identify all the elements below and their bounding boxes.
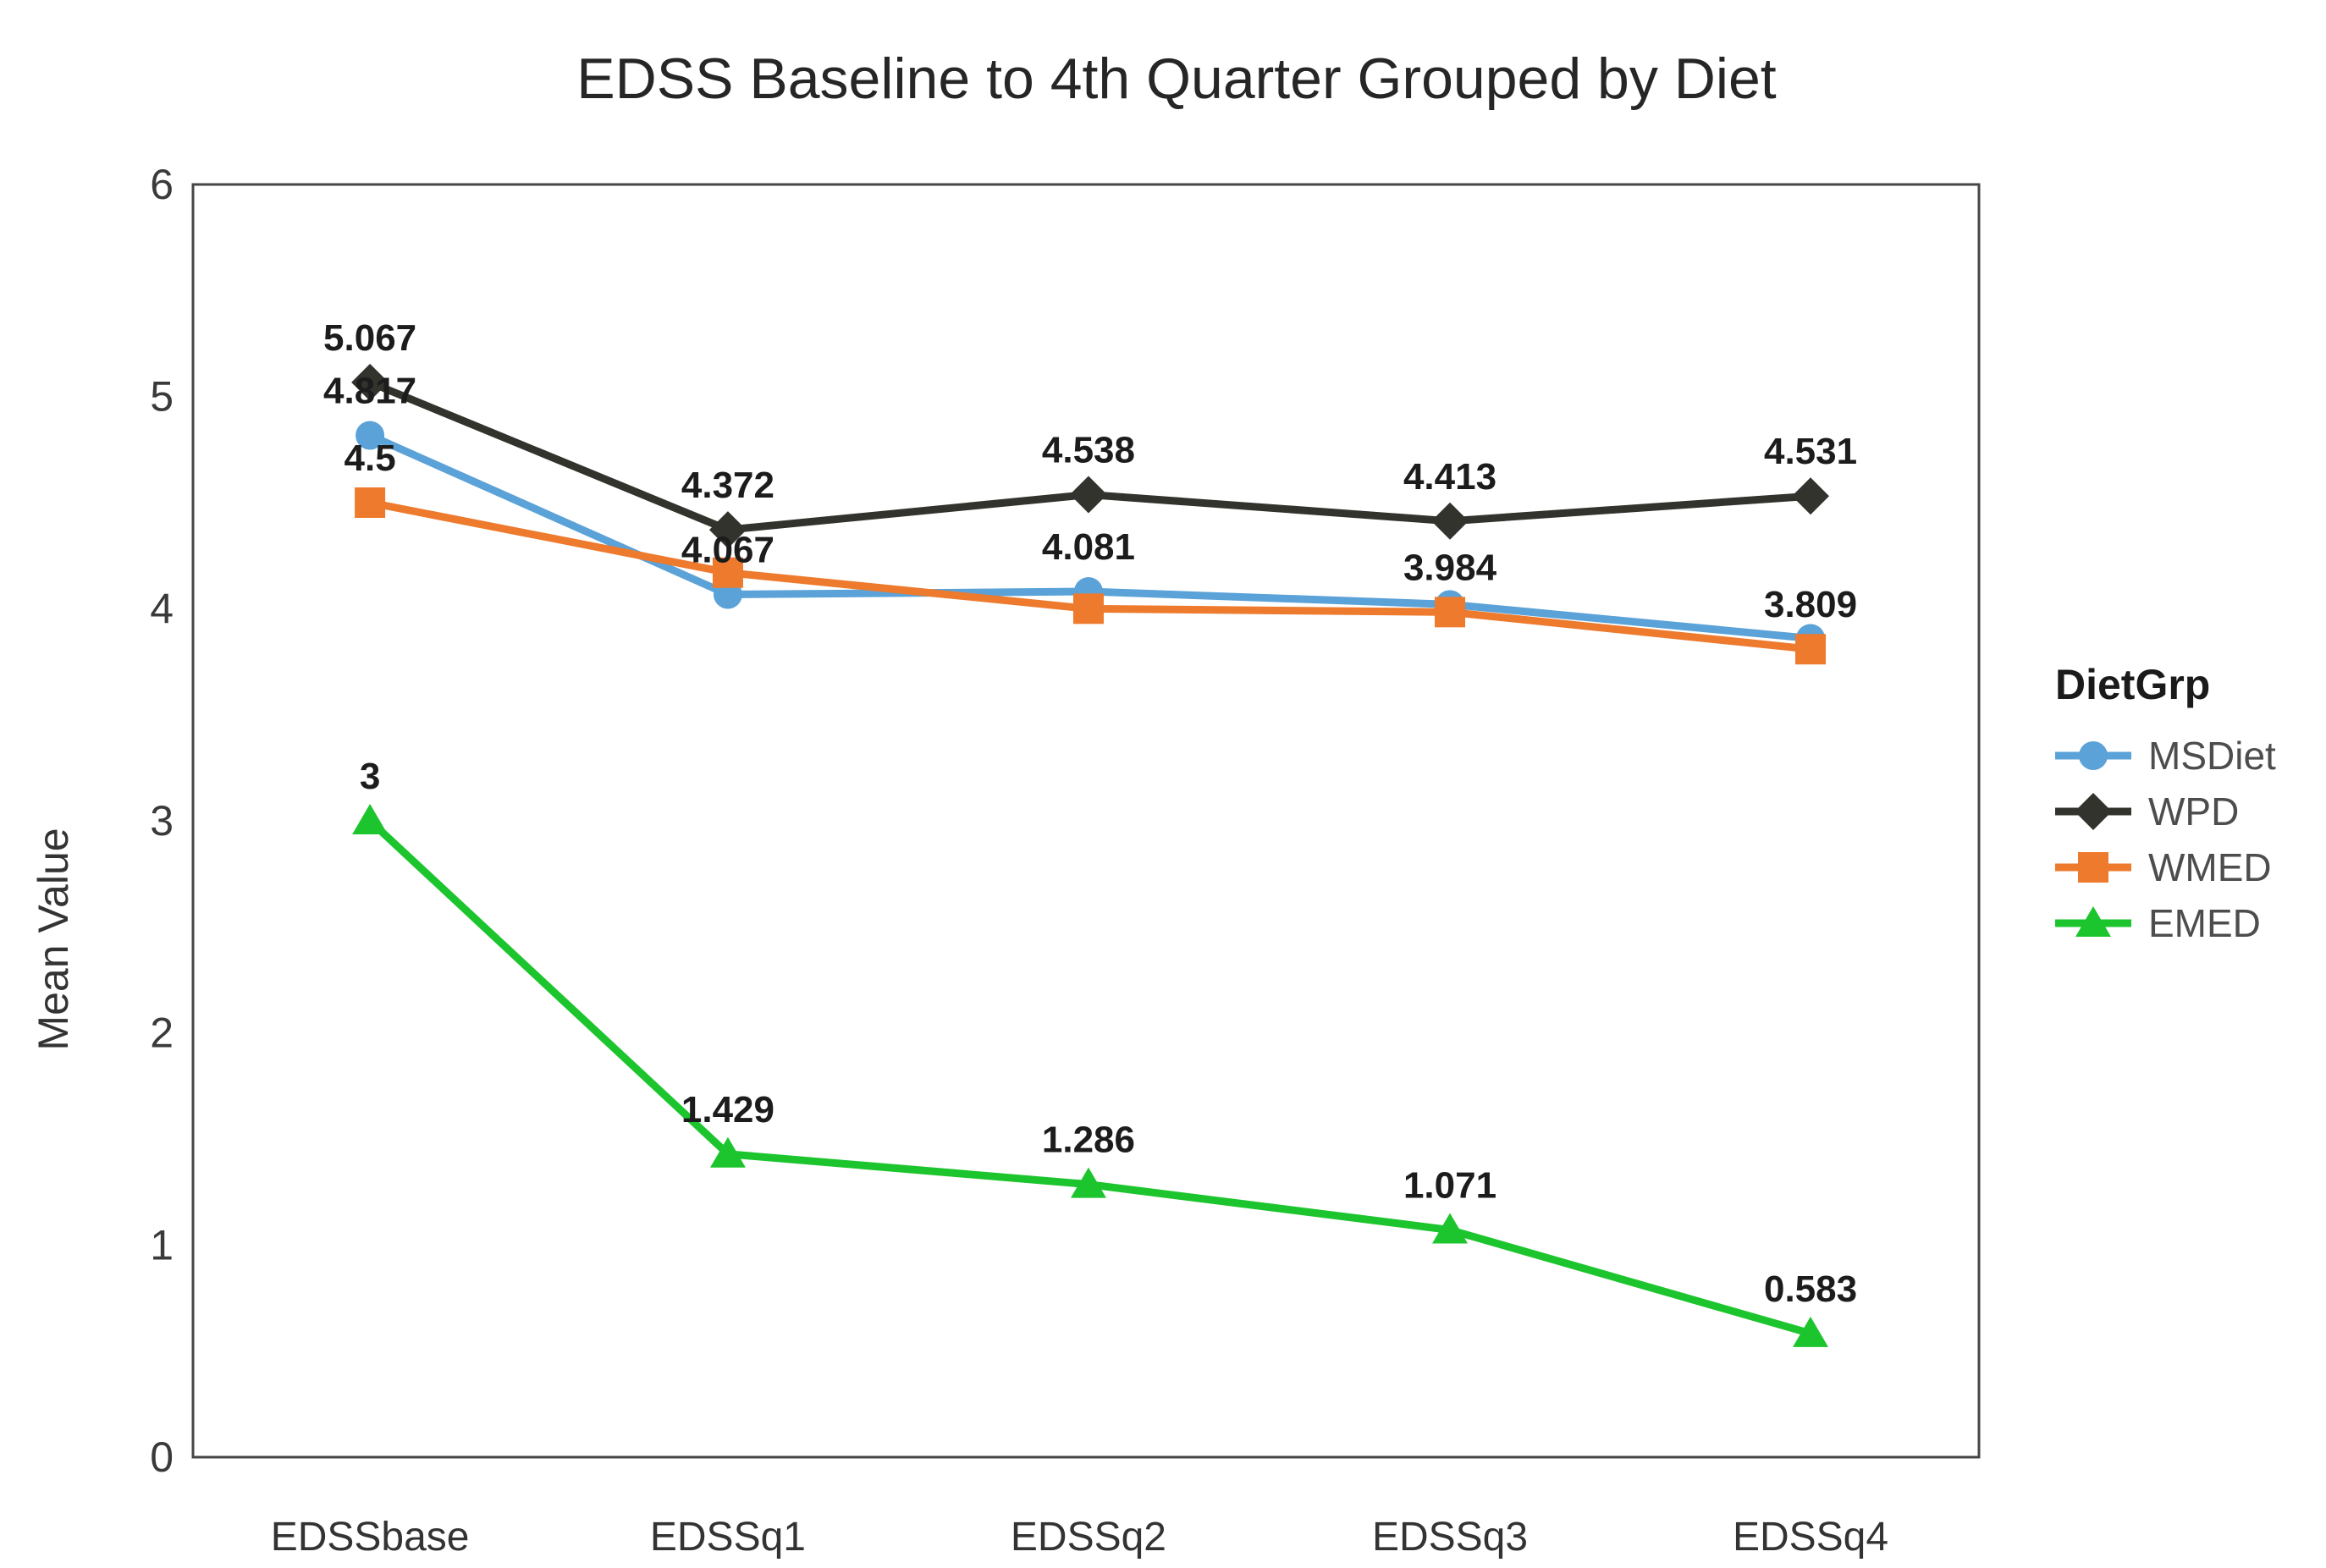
series-marker-emed — [709, 1136, 746, 1168]
y-tick-label: 1 — [150, 1221, 174, 1268]
data-label: 1.429 — [681, 1089, 774, 1131]
legend-diamond-icon — [2075, 793, 2112, 830]
data-label: 5.067 — [323, 317, 416, 359]
legend-item-label: WPD — [2148, 790, 2239, 834]
y-tick-label: 4 — [150, 585, 174, 632]
data-label: 0.583 — [1764, 1268, 1857, 1310]
data-label: 4.081 — [1042, 526, 1135, 568]
plot-frame — [191, 183, 1981, 1459]
legend-item-wmed: WMED — [2055, 845, 2272, 889]
data-label: 3.984 — [1403, 547, 1497, 588]
legend-title: DietGrp — [2055, 661, 2210, 708]
data-label: 4.531 — [1764, 431, 1857, 472]
legend: DietGrp MSDiet WPD WMED EMED — [2055, 661, 2276, 945]
series-marker-wmed — [1795, 634, 1827, 665]
legend-item-label: EMED — [2148, 901, 2261, 945]
series-marker-wmed — [1435, 597, 1466, 628]
y-tick-label: 6 — [150, 161, 174, 208]
series-marker-msdiet — [356, 421, 385, 450]
legend-circle-icon — [2079, 741, 2108, 770]
y-tick-label: 3 — [150, 797, 174, 845]
series-marker-wpd — [708, 511, 747, 549]
series-marker-wpd — [1431, 502, 1469, 540]
y-tick-label: 5 — [150, 373, 174, 421]
x-tick-label: EDSSq4 — [1733, 1515, 1888, 1560]
y-axis-title: Mean Value — [30, 828, 77, 1050]
data-label: 3 — [360, 756, 380, 797]
plot-area: 0 1 2 3 4 5 6 EDSSbase EDSSq1 EDSSq2 EDSSq3 EDSSq4 4… — [150, 161, 1981, 1560]
series-marker-emed — [1070, 1167, 1106, 1198]
series-marker-emed — [1793, 1316, 1829, 1347]
y-tick-label: 0 — [150, 1433, 174, 1481]
series-marker-emed — [1432, 1213, 1469, 1244]
x-tick-label: EDSSq3 — [1372, 1515, 1528, 1560]
series-line-wmed — [369, 498, 1811, 653]
data-label: 4.538 — [1042, 429, 1135, 470]
series-marker-wmed — [1072, 593, 1104, 624]
legend-item-label: WMED — [2148, 845, 2272, 889]
data-label: 4.067 — [681, 530, 774, 571]
chart-title: EDSS Baseline to 4th Quarter Grouped by … — [576, 47, 1777, 111]
data-label: 4.5 — [344, 437, 396, 479]
series-marker-wpd — [351, 363, 389, 401]
x-tick-label: EDSSq2 — [1011, 1515, 1166, 1560]
data-label: 1.286 — [1042, 1120, 1135, 1161]
legend-item-emed: EMED — [2055, 901, 2261, 945]
x-tick-label: EDSSq1 — [650, 1515, 806, 1560]
series-marker-wpd — [1792, 477, 1830, 515]
series-marker-emed — [352, 804, 389, 834]
data-label: 4.817 — [323, 371, 416, 412]
series-line-emed — [367, 817, 1812, 1338]
legend-square-icon — [2078, 852, 2108, 883]
series-marker-wpd — [1069, 476, 1107, 514]
data-label: 4.372 — [681, 465, 774, 506]
legend-item-label: MSDiet — [2148, 734, 2276, 778]
x-tick-label: EDSSbase — [271, 1515, 470, 1560]
legend-item-wpd: WPD — [2055, 790, 2239, 834]
legend-item-msdiet: MSDiet — [2055, 734, 2276, 778]
data-label: 3.809 — [1764, 584, 1857, 625]
data-label: 4.413 — [1403, 456, 1496, 498]
y-tick-label: 2 — [150, 1010, 174, 1057]
legend-triangle-icon — [2075, 906, 2111, 937]
series-marker-wmed — [712, 557, 743, 588]
data-label: 1.071 — [1403, 1165, 1496, 1207]
series-marker-wmed — [355, 487, 386, 518]
